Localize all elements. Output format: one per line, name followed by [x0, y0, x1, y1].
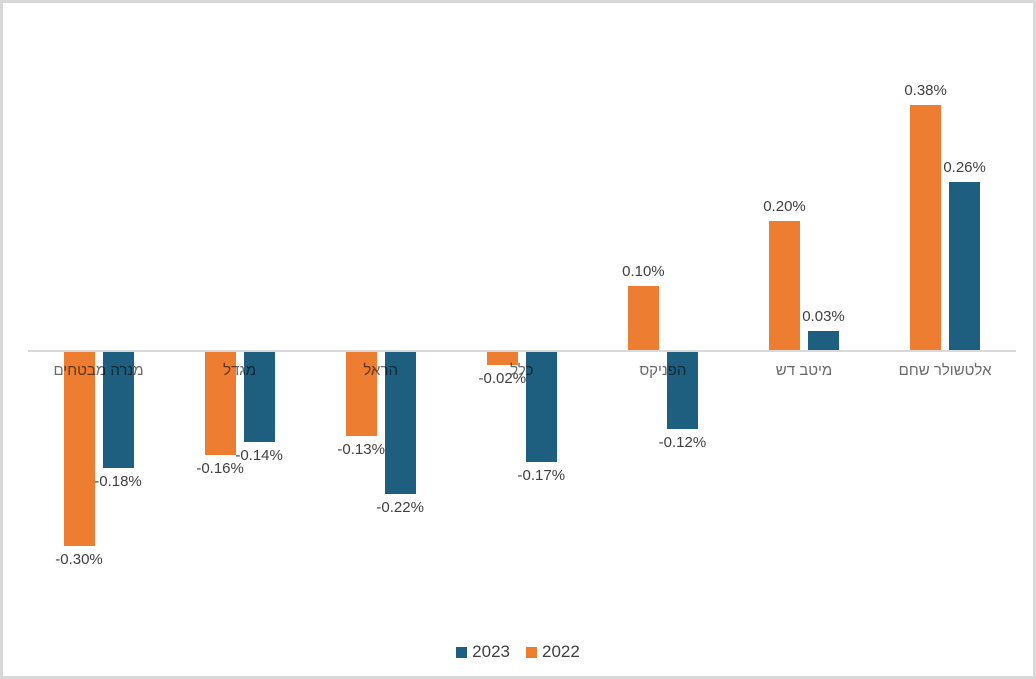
value-label-2022-6: 0.38%: [904, 81, 947, 99]
value-label-2023-1: -0.14%: [235, 447, 283, 465]
value-label-2022-1: -0.16%: [196, 460, 244, 478]
value-label-2023-4: -0.12%: [658, 434, 707, 452]
category-label-5: מיטב דש: [775, 362, 833, 379]
value-label-2022-5: 0.20%: [763, 198, 806, 215]
bar-2022-3: [486, 352, 518, 365]
bar-2023-4: [666, 352, 698, 430]
value-label-2022-2: -0.13%: [337, 440, 385, 458]
value-label-2022-4: 0.10%: [622, 262, 665, 280]
bar-2022-4: [627, 285, 659, 350]
plot-area: מנרה מבטחים -0.30% -0.18% מגדל -0.16% -0.14% ה…: [3, 3, 1033, 676]
category-label-0: מנרה מבטחים: [53, 362, 144, 379]
legend-item-2023: 2023: [456, 642, 510, 662]
zero-axis-line: [28, 350, 1016, 352]
legend-label-2023: 2023: [472, 642, 510, 661]
legend: 2023 2022: [3, 642, 1033, 662]
value-label-2023-3: -0.17%: [517, 466, 566, 484]
category-label-6: אלטשולר שחם: [898, 362, 992, 379]
category-label-3: כלל: [510, 362, 534, 379]
bar-2023-1: [243, 352, 275, 443]
value-label-2023-6: 0.26%: [943, 159, 986, 177]
legend-label-2022: 2022: [542, 642, 580, 661]
category-label-1: מגדל: [223, 362, 257, 379]
value-label-2023-0: -0.18%: [94, 473, 142, 491]
legend-swatch-2023: [456, 646, 468, 658]
bar-2023-0: [102, 352, 134, 469]
category-label-2: הראל: [363, 362, 398, 379]
bar-2022-6: [910, 104, 942, 350]
value-label-2023-5: 0.03%: [802, 307, 845, 325]
bar-2023-5: [808, 330, 839, 350]
bar-2022-1: [204, 352, 236, 456]
value-label-2022-3: -0.02%: [478, 369, 527, 387]
bar-2022-0: [63, 352, 95, 546]
bar-2023-6: [949, 182, 981, 350]
bar-2023-3: [525, 352, 557, 462]
legend-item-2022: 2022: [526, 642, 580, 662]
value-label-2023-2: -0.22%: [376, 498, 424, 516]
category-label-4: הפניקס: [639, 362, 687, 379]
bar-2022-5: [769, 221, 800, 350]
bar-2022-2: [345, 352, 377, 436]
value-label-2022-0: -0.30%: [55, 550, 103, 568]
bar-2023-2: [384, 352, 416, 494]
legend-swatch-2022: [526, 646, 537, 658]
